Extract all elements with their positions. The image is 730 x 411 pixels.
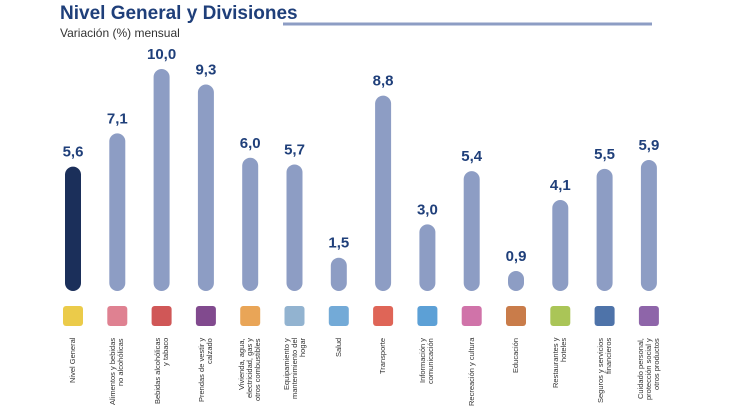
- chart-subtitle: Variación (%) mensual: [60, 26, 180, 40]
- category-icon: [328, 306, 349, 326]
- category-icon: [594, 306, 615, 326]
- value-label: 7,1: [107, 110, 128, 127]
- category-label: Nivel General: [68, 338, 77, 384]
- bar: [419, 224, 436, 291]
- bar: [286, 164, 303, 291]
- category-label: Vivienda, agua, electricidad, gas y otro…: [237, 338, 263, 401]
- value-label: 5,5: [594, 146, 615, 163]
- category-icon: [550, 306, 571, 326]
- category-icon: [63, 306, 83, 326]
- bar: [596, 168, 613, 291]
- category-label: Educación: [511, 338, 520, 374]
- value-label: 4,1: [550, 177, 571, 194]
- category-icon: [638, 306, 659, 326]
- bar: [197, 84, 214, 291]
- category-icon: [417, 306, 438, 326]
- bar: [242, 157, 259, 291]
- value-label: 5,6: [63, 144, 84, 161]
- value-label: 5,4: [461, 148, 483, 165]
- category-label: Cuidado personal, protección social y ot…: [635, 338, 661, 400]
- chart-title: Nivel General y Divisiones: [60, 3, 298, 24]
- category-label: Recreación y cultura: [466, 338, 476, 407]
- bar: [640, 160, 657, 291]
- category-label: Salud: [333, 338, 343, 358]
- value-label: 5,7: [284, 141, 305, 158]
- value-label: 1,5: [328, 235, 349, 252]
- bar: [153, 69, 170, 291]
- category-label: Seguros y servicios financieros: [595, 338, 613, 404]
- bar: [330, 257, 347, 291]
- category-icon: [195, 306, 216, 326]
- value-label: 3,0: [417, 201, 438, 218]
- category-label: Alimentos y bebidas no alcohólicas: [108, 338, 126, 406]
- bar: [109, 133, 126, 291]
- category-icon: [284, 306, 305, 326]
- bar: [463, 171, 480, 291]
- category-icon: [240, 306, 261, 326]
- category-label: Prendas de vestir y calzado: [196, 338, 214, 403]
- category-label: Bebidas alcohólicas y tabaco: [152, 338, 170, 405]
- category-icon: [151, 306, 172, 326]
- bar: [552, 199, 569, 291]
- bar: [375, 95, 392, 291]
- value-label: 8,8: [373, 73, 394, 90]
- category-label: Restaurantes y hoteles: [551, 338, 569, 389]
- value-label: 10,0: [147, 46, 176, 63]
- category-icon: [506, 306, 526, 326]
- value-label: 5,9: [638, 137, 659, 154]
- category-icon: [373, 306, 394, 326]
- category-label: Transporte: [378, 338, 388, 374]
- category-label: Equipamiento y mantenimiento del hogar: [281, 338, 307, 400]
- value-label: 9,3: [195, 62, 216, 79]
- bar: [65, 166, 81, 291]
- value-label: 0,9: [506, 248, 527, 265]
- category-label: Información y comunicación: [418, 338, 436, 384]
- category-icon: [461, 306, 482, 326]
- bar: [508, 271, 524, 291]
- category-icon: [107, 306, 128, 326]
- value-label: 6,0: [240, 135, 261, 152]
